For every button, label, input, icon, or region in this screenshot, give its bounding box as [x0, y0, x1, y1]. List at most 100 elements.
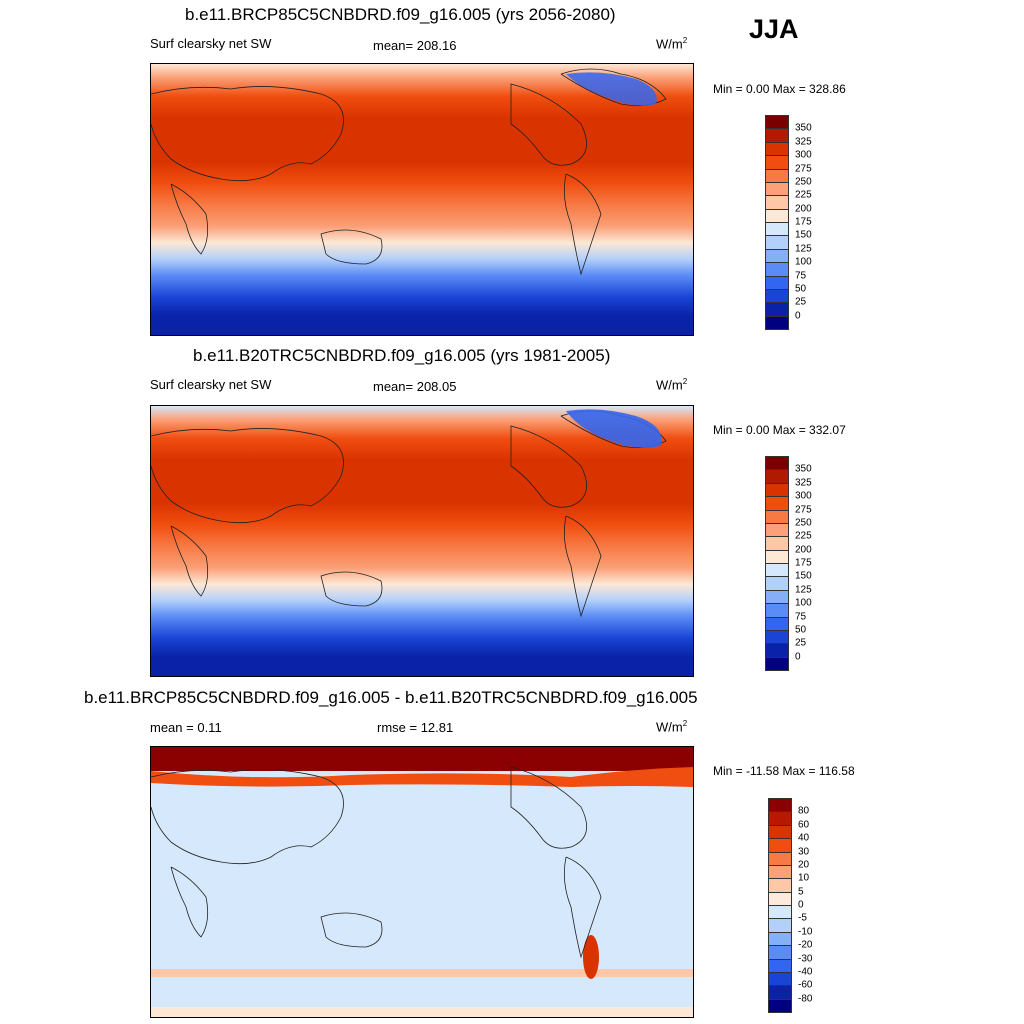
colorbar-swatch: [765, 195, 789, 210]
colorbar-tick-label: 5: [798, 886, 804, 898]
panel1-mean-label: mean= 208.16: [373, 38, 457, 53]
colorbar-tick-label: 275: [795, 163, 812, 174]
colorbar-tick-label: 275: [795, 504, 812, 515]
panel1-units: W/m2: [656, 36, 688, 52]
colorbar-swatch: [765, 456, 789, 471]
colorbar-swatch: [768, 864, 792, 880]
colorbar-tick-label: 200: [795, 544, 812, 556]
colorbar-tick-label: 75: [795, 270, 807, 281]
colorbar-swatch: [765, 603, 789, 618]
colorbar-tick-label: 30: [798, 846, 810, 857]
colorbar-tick-label: 300: [795, 149, 812, 161]
panel3-units: W/m2: [656, 719, 688, 735]
colorbar-swatch: [765, 496, 789, 511]
colorbar-swatch: [765, 288, 789, 304]
colorbar-swatch: [765, 522, 789, 538]
colorbar-tick-label: 150: [795, 570, 812, 582]
colorbar-swatch: [765, 549, 789, 564]
colorbar-swatch: [765, 482, 789, 498]
colorbar-swatch: [768, 838, 792, 853]
colorbar-tick-label: 225: [795, 189, 812, 201]
colorbar-tick-label: -30: [798, 953, 813, 964]
panel2-minmax: Min = 0.00 Max = 332.07: [713, 423, 846, 437]
colorbar-swatch: [765, 536, 789, 551]
colorbar-tick-label: 125: [795, 243, 812, 255]
colorbar-swatch: [768, 985, 792, 1000]
colorbar-swatch: [765, 563, 789, 578]
colorbar-tick-label: 175: [795, 557, 812, 569]
panel3-title: b.e11.BRCP85C5CNBDRD.f09_g16.005 - b.e11…: [84, 688, 698, 707]
colorbar-swatch: [765, 576, 789, 591]
colorbar-swatch: [765, 616, 789, 631]
panel1-colorbar: 350 325 300 275 250 225 200 175 150 125 100 75 50 25 0: [765, 115, 875, 330]
colorbar-tick-label: -60: [798, 979, 813, 991]
panel1-variable-label: Surf clearsky net SW: [150, 36, 272, 51]
panel2-colorbar: 350 325 300 275 250 225 200 175 150 125 100 75 50 25 0: [765, 456, 875, 671]
colorbar-swatch: [768, 905, 792, 920]
colorbar-swatch: [768, 958, 792, 973]
panel1-minmax: Min = 0.00 Max = 328.86: [713, 82, 846, 96]
colorbar-tick-label: 325: [795, 477, 812, 489]
colorbar-tick-label: 150: [795, 229, 812, 241]
colorbar-tick-label: 40: [798, 832, 810, 844]
panel2-mean-label: mean= 208.05: [373, 379, 457, 394]
colorbar-swatch: [765, 235, 789, 250]
panel3-colorbar: 80 60 40 30 20 10 5 0 -5 -10 -20 -30 -40 -60 -80: [768, 798, 878, 1013]
colorbar-tick-label: 0: [795, 651, 801, 663]
colorbar-tick-label: 0: [795, 310, 801, 322]
colorbar-swatch: [765, 115, 789, 130]
colorbar-swatch: [765, 208, 789, 223]
panel1-map: [150, 63, 694, 336]
colorbar-tick-label: 0: [798, 899, 804, 911]
colorbar-tick-label: -80: [798, 993, 813, 1005]
colorbar-swatch: [768, 878, 792, 893]
colorbar-tick-label: 250: [795, 517, 812, 529]
colorbar-swatch: [768, 891, 792, 906]
colorbar-swatch: [768, 918, 792, 933]
colorbar-tick-label: 350: [795, 122, 812, 134]
colorbar-swatch: [768, 851, 792, 866]
panel2-variable-label: Surf clearsky net SW: [150, 377, 272, 392]
panel3-rmse-label: rmse = 12.81: [377, 720, 454, 735]
colorbar-swatch: [765, 589, 789, 605]
panel3-mean-label: mean = 0.11: [150, 720, 222, 735]
colorbar-swatch: [765, 155, 789, 170]
colorbar-swatch: [765, 629, 789, 645]
colorbar-swatch: [765, 141, 789, 157]
colorbar-tick-label: 10: [798, 872, 810, 884]
panel2-map: [150, 405, 694, 677]
panel3-map: [150, 746, 694, 1018]
colorbar-swatch: [765, 302, 789, 317]
colorbar-tick-label: 50: [795, 283, 807, 295]
colorbar-swatch: [765, 315, 789, 330]
colorbar-tick-label: 100: [795, 256, 812, 268]
colorbar-swatch: [765, 248, 789, 264]
colorbar-swatch: [765, 168, 789, 183]
season-label: JJA: [749, 14, 799, 44]
colorbar-swatch: [768, 798, 792, 813]
colorbar-tick-label: 250: [795, 176, 812, 188]
colorbar-tick-label: 20: [798, 859, 810, 871]
colorbar-swatch: [768, 811, 792, 826]
colorbar-swatch: [765, 262, 789, 277]
colorbar-tick-label: -10: [798, 926, 813, 938]
colorbar-swatch: [768, 931, 792, 947]
panel3-minmax: Min = -11.58 Max = 116.58: [713, 764, 855, 778]
colorbar-tick-label: -40: [798, 966, 813, 978]
colorbar-tick-label: 175: [795, 216, 812, 228]
colorbar-tick-label: 60: [798, 819, 810, 831]
colorbar-tick-label: 75: [795, 611, 807, 622]
colorbar-tick-label: -5: [798, 912, 807, 924]
colorbar-tick-label: 100: [795, 597, 812, 609]
colorbar-swatch: [768, 998, 792, 1013]
colorbar-tick-label: 200: [795, 203, 812, 215]
colorbar-tick-label: -20: [798, 939, 813, 951]
panel2-title: b.e11.B20TRC5CNBDRD.f09_g16.005 (yrs 198…: [193, 346, 611, 365]
colorbar-swatch: [765, 509, 789, 524]
colorbar-swatch: [765, 275, 789, 290]
colorbar-tick-label: 25: [795, 637, 807, 649]
colorbar-swatch: [765, 656, 789, 671]
colorbar-swatch: [765, 469, 789, 484]
colorbar-swatch: [765, 128, 789, 143]
colorbar-swatch: [768, 945, 792, 960]
